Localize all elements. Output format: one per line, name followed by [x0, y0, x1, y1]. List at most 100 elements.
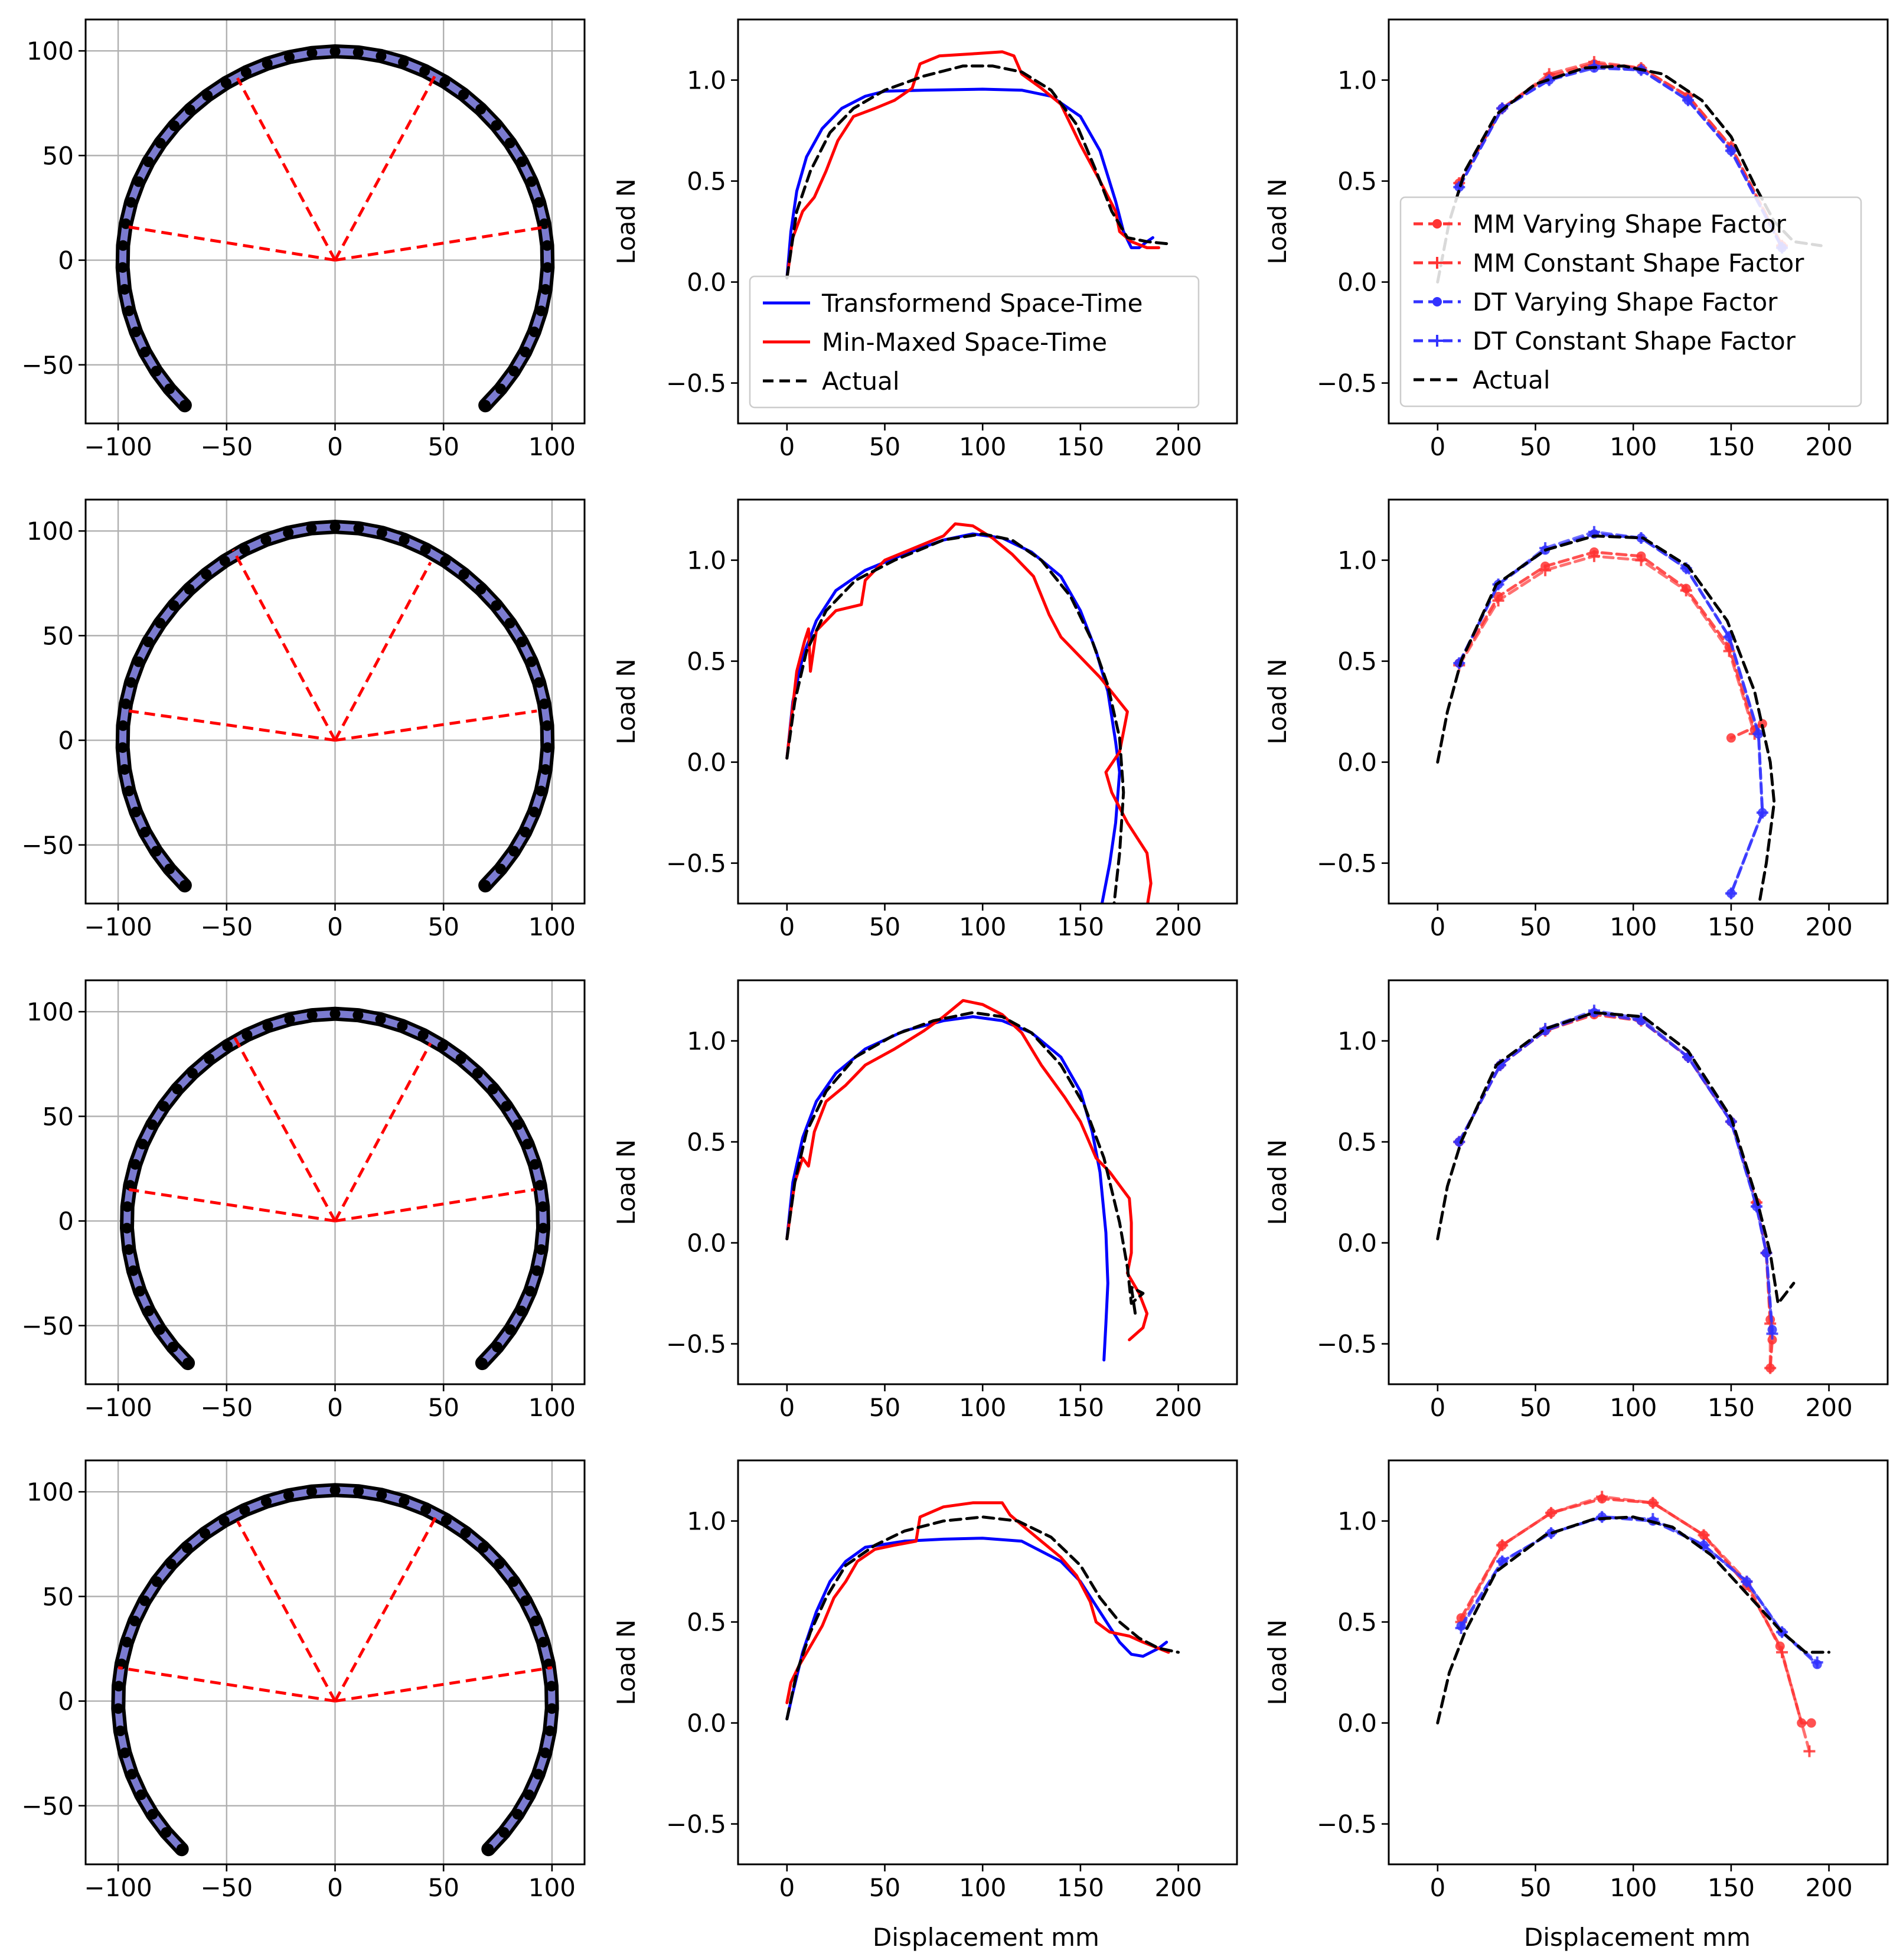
curves-r1-ytick-label: 0.0: [687, 268, 726, 297]
geometry-r1-node: [133, 176, 144, 187]
geometry-r1-ytick-label: −50: [21, 351, 74, 380]
geometry-r2-node: [239, 544, 250, 555]
shape-panel-row-3: 0 50 100 150 200 −0.5 0.0 0.5 1.0 Load N: [1263, 979, 1889, 1422]
shape-r4-ytick-label: 1.0: [1337, 1507, 1377, 1536]
geometry-r4-node: [113, 1703, 124, 1714]
curves-r3-xtick-label: 0: [779, 1393, 795, 1422]
geometry-r3-node: [172, 1084, 183, 1095]
shape-r1-ylabel: Load N: [1263, 178, 1292, 265]
shape-r2-mm-vary-marker: [1757, 719, 1767, 729]
geometry-r3-node: [537, 1201, 549, 1212]
shape-r3-dt-const-marker: [1766, 1328, 1778, 1340]
geometry-r1-node: [495, 383, 506, 394]
geometry-r1-node: [169, 120, 180, 132]
curves-r1-ylabel: Load N: [612, 178, 641, 265]
geometry-r2-node: [306, 523, 317, 534]
geometry-r4-node: [483, 1844, 494, 1855]
geometry-r1-node: [155, 138, 166, 149]
shape-r4-ytick-label: 0.5: [1337, 1608, 1377, 1637]
geometry-r1-xtick-label: 50: [427, 432, 459, 461]
curves-r2-ylabel: Load N: [612, 658, 641, 745]
shape-r1-frame: [1388, 18, 1889, 425]
geometry-r4-node: [440, 1515, 452, 1526]
geometry-r4-node: [115, 1726, 126, 1737]
geometry-r2-node: [123, 785, 135, 797]
geometry-r2-node: [139, 827, 151, 838]
curves-r2-frame: [737, 498, 1238, 905]
curves-r1-minmaxed-line: [785, 50, 1160, 280]
geometry-r4-spoke: [335, 1666, 553, 1703]
shape-r4-xtick-label: 0: [1429, 1873, 1445, 1902]
geometry-r3-node: [534, 1180, 546, 1191]
shape-r4-dt-vary-line: [1460, 1515, 1819, 1666]
shape-r1-xtick-label: 50: [1520, 432, 1551, 461]
geometry-r4-spoke: [236, 1520, 337, 1702]
curves-panel-row-2: 0 50 100 150 200 −0.5 0.0 0.5 1.0 Load N: [612, 498, 1238, 941]
geometry-r2-node: [219, 555, 230, 566]
geometry-r3-node: [122, 1201, 133, 1212]
geometry-r4-spoke: [117, 1666, 335, 1703]
curves-r1-frame: [737, 18, 1238, 425]
geometry-r1-node: [130, 326, 142, 337]
geometry-r1-node: [526, 176, 537, 187]
curves-r3-minmaxed-line: [785, 999, 1149, 1342]
shape-r2-ytick-label: 0.5: [1337, 647, 1377, 676]
geometry-r2-node: [329, 521, 341, 533]
geometry-r2-node: [164, 863, 175, 875]
geometry-r1-node: [528, 326, 540, 337]
geometry-r2-node: [119, 764, 130, 775]
geometry-r4-xtick-label: −100: [84, 1873, 152, 1902]
geometry-r4-node: [147, 1809, 158, 1820]
geometry-r4-node: [524, 1789, 535, 1801]
curves-r4-transformed-line: [785, 1537, 1168, 1721]
curves-r4-minmaxed-line: [785, 1501, 1170, 1704]
curves-r4-ytick-label: 0.5: [687, 1608, 726, 1637]
geometry-r1-node: [117, 262, 128, 273]
shape-r2-xtick-label: 100: [1610, 912, 1657, 941]
geometry-r2-node: [117, 742, 128, 753]
geometry-r2-xtick-label: −50: [200, 912, 253, 941]
geometry-r3-node: [352, 1010, 364, 1021]
shape-r4-dt-const-marker: [1741, 1576, 1753, 1588]
shape-r3-series: [1436, 1005, 1796, 1374]
geometry-r2-node: [117, 720, 129, 731]
geometry-r2-node: [184, 583, 195, 595]
geometry-r4-xtick-label: 50: [427, 1873, 459, 1902]
geometry-r2-xtick-label: 50: [427, 912, 459, 941]
geometry-r2-spoke: [334, 562, 432, 741]
geometry-r4-ytick-label: −50: [21, 1792, 74, 1821]
shape-r2-dt-const-marker: [1725, 887, 1737, 899]
shape-r3-frame: [1388, 979, 1889, 1385]
geometry-r1-node: [329, 46, 341, 57]
geometry-r1-node: [439, 76, 451, 87]
shape-r4-xtick-label: 150: [1708, 1873, 1755, 1902]
geometry-r3-node: [524, 1286, 536, 1297]
geometry-r1-spoke: [236, 77, 337, 261]
legend-right-label: DT Varying Shape Factor: [1473, 288, 1778, 317]
shape-r2-mm-const-marker: [1680, 584, 1692, 596]
curves-r3-xtick-label: 50: [869, 1393, 900, 1422]
curves-panel-row-4: 0 50 100 150 200 −0.5 0.0 0.5 1.0 Load N: [612, 1459, 1238, 1902]
geometry-r4-node: [546, 1703, 557, 1714]
geometry-r3-node: [417, 1029, 429, 1041]
shape-r2-ytick-label: 1.0: [1337, 546, 1377, 575]
geometry-r3-node: [130, 1159, 141, 1170]
geometry-r2-node: [126, 677, 137, 688]
geometry-r1-node: [283, 51, 295, 63]
geometry-r2-node: [538, 698, 550, 709]
geometry-r1-node: [504, 138, 515, 149]
geometry-r4-node: [260, 1496, 272, 1507]
geometry-r3-node: [492, 1342, 503, 1353]
shape-r3-mm-vary-line: [1457, 1013, 1774, 1370]
geometry-r1-node: [536, 305, 547, 317]
geometry-r3-node: [122, 1222, 133, 1234]
shape-r2-dt-const-line: [1457, 530, 1764, 895]
geometry-r3-node: [123, 1244, 135, 1255]
shape-r1-series: [1436, 56, 1823, 284]
geometry-r3-node: [167, 1342, 178, 1353]
geometry-r1-node: [139, 347, 151, 358]
geometry-r3-node: [187, 1068, 198, 1079]
legend-right-swatch-marker: [1432, 219, 1442, 229]
geometry-r3-xtick-label: −50: [200, 1393, 253, 1422]
geometry-r1-node: [184, 105, 195, 116]
